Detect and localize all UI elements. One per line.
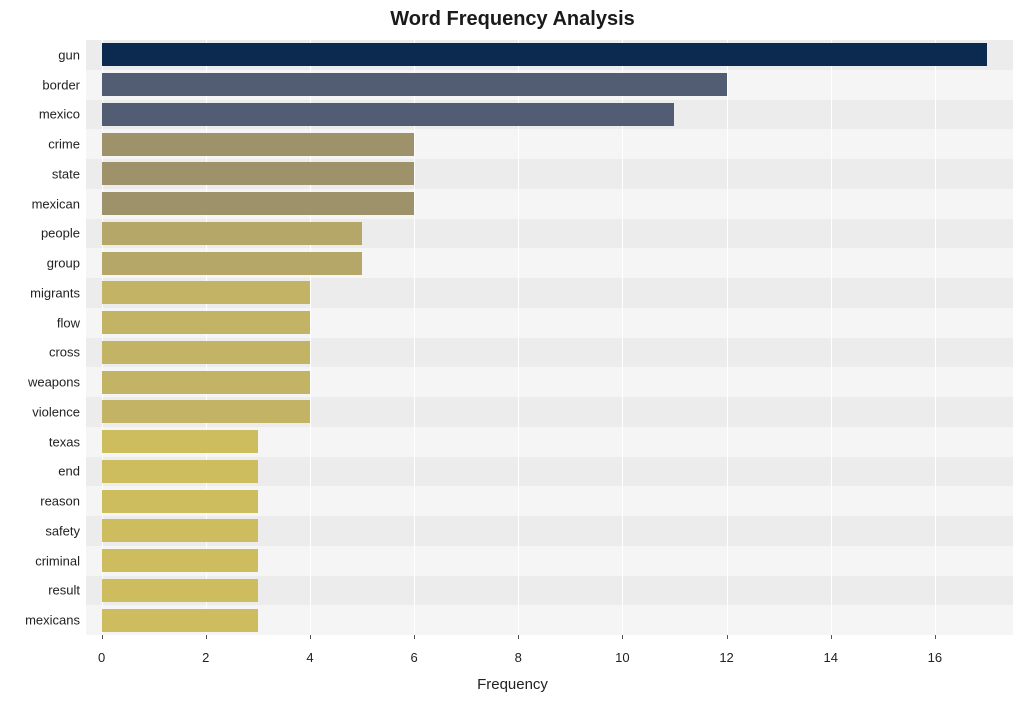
x-tick-label: 2: [202, 650, 209, 665]
gridline: [831, 40, 832, 635]
x-tick-label: 0: [98, 650, 105, 665]
bar: [102, 579, 258, 602]
y-tick-label: group: [47, 256, 80, 271]
y-tick-label: cross: [49, 345, 80, 360]
y-tick-label: mexican: [32, 196, 80, 211]
y-tick-label: criminal: [35, 553, 80, 568]
x-tick-mark: [518, 635, 519, 639]
y-tick-label: crime: [48, 137, 80, 152]
x-tick-mark: [935, 635, 936, 639]
gridline: [310, 40, 311, 635]
x-tick-mark: [102, 635, 103, 639]
gridline: [622, 40, 623, 635]
y-tick-label: flow: [57, 315, 80, 330]
y-tick-label: state: [52, 166, 80, 181]
y-tick-label: safety: [45, 523, 80, 538]
x-tick-label: 14: [823, 650, 837, 665]
x-tick-mark: [206, 635, 207, 639]
bar: [102, 222, 362, 245]
x-tick-mark: [414, 635, 415, 639]
gridline: [727, 40, 728, 635]
y-tick-label: end: [58, 464, 80, 479]
y-tick-label: mexicans: [25, 613, 80, 628]
x-tick-mark: [831, 635, 832, 639]
x-tick-label: 12: [719, 650, 733, 665]
bar: [102, 252, 362, 275]
x-tick-label: 8: [515, 650, 522, 665]
bar: [102, 103, 675, 126]
word-frequency-chart: Word Frequency Analysis Frequency 0 2 4 6 8 1…: [0, 0, 1025, 701]
x-tick-label: 16: [928, 650, 942, 665]
y-tick-label: gun: [58, 47, 80, 62]
bar: [102, 460, 258, 483]
y-tick-label: result: [48, 583, 80, 598]
y-tick-label: weapons: [28, 375, 80, 390]
gridline: [935, 40, 936, 635]
y-tick-label: migrants: [30, 285, 80, 300]
bar: [102, 549, 258, 572]
plot-area: [86, 40, 1013, 635]
bar: [102, 281, 310, 304]
chart-title: Word Frequency Analysis: [0, 8, 1025, 31]
bar: [102, 609, 258, 632]
bar: [102, 341, 310, 364]
gridline: [518, 40, 519, 635]
bar: [102, 430, 258, 453]
bar: [102, 371, 310, 394]
x-tick-mark: [727, 635, 728, 639]
y-tick-label: reason: [40, 494, 80, 509]
bar: [102, 311, 310, 334]
x-tick-label: 4: [306, 650, 313, 665]
bar: [102, 192, 414, 215]
bar: [102, 400, 310, 423]
bar: [102, 133, 414, 156]
x-tick-label: 6: [410, 650, 417, 665]
x-tick-mark: [622, 635, 623, 639]
gridline: [414, 40, 415, 635]
y-tick-label: violence: [32, 404, 80, 419]
gridline: [206, 40, 207, 635]
bar: [102, 73, 727, 96]
x-axis-label: Frequency: [0, 676, 1025, 693]
bar: [102, 43, 987, 66]
y-tick-label: texas: [49, 434, 80, 449]
y-tick-label: people: [41, 226, 80, 241]
x-tick-label: 10: [615, 650, 629, 665]
bar: [102, 162, 414, 185]
gridline: [102, 40, 103, 635]
bar: [102, 519, 258, 542]
y-tick-label: mexico: [39, 107, 80, 122]
y-tick-label: border: [42, 77, 80, 92]
x-tick-mark: [310, 635, 311, 639]
bar: [102, 490, 258, 513]
